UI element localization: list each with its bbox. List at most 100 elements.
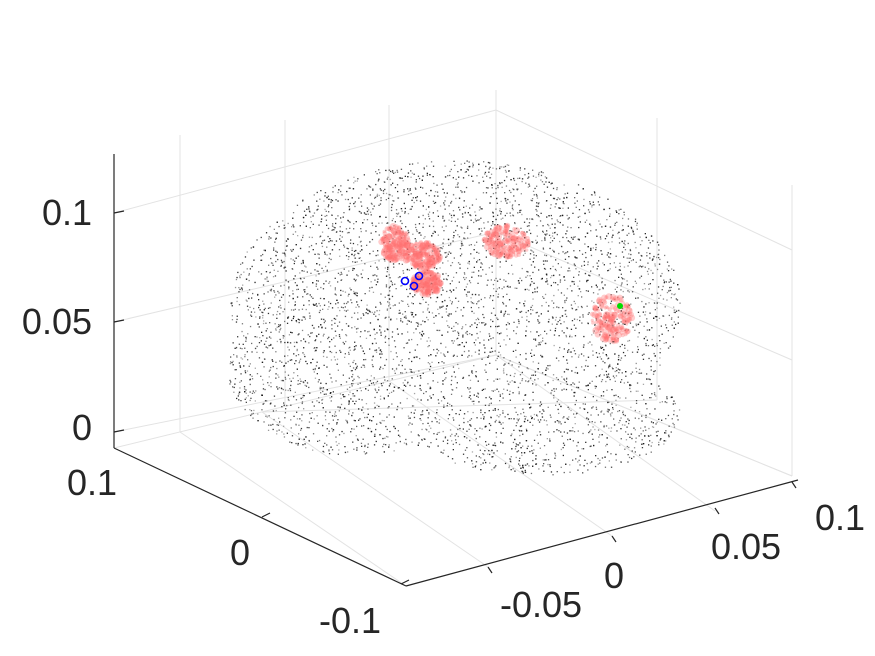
cloud-point	[469, 207, 471, 209]
cloud-point	[307, 293, 309, 295]
cloud-point	[499, 210, 501, 212]
cloud-point	[518, 463, 520, 465]
cloud-point	[352, 395, 354, 397]
cloud-point	[402, 389, 405, 392]
cloud-point	[409, 208, 411, 210]
cloud-point	[468, 354, 470, 357]
cloud-point	[391, 378, 393, 380]
cloud-point	[622, 410, 624, 412]
cloud-point	[389, 194, 391, 196]
cloud-point	[542, 172, 544, 174]
cloud-point	[463, 232, 466, 234]
cloud-point	[620, 208, 622, 210]
cloud-point	[529, 253, 532, 255]
cloud-point	[598, 352, 600, 355]
cloud-point	[476, 430, 478, 432]
cloud-point	[308, 427, 310, 429]
cloud-point	[341, 329, 343, 331]
cloud-point	[543, 463, 545, 465]
cloud-point	[625, 371, 627, 373]
cloud-point	[357, 375, 359, 378]
cloud-point	[265, 340, 267, 342]
cloud-point	[524, 418, 526, 420]
cloud-point	[484, 404, 487, 406]
cloud-point	[519, 211, 521, 213]
cloud-point	[459, 263, 461, 265]
cloud-point	[311, 412, 313, 414]
cloud-point	[256, 239, 258, 241]
cloud-point	[275, 329, 277, 331]
cloud-point	[336, 231, 338, 233]
cloud-point	[249, 363, 251, 365]
cloud-point	[406, 276, 408, 278]
cloud-point	[594, 387, 597, 389]
cloud-point	[628, 257, 630, 259]
cloud-point	[505, 232, 507, 234]
cloud-point	[600, 238, 602, 240]
cloud-point	[584, 236, 587, 238]
cloud-point	[424, 236, 426, 238]
cloud-point	[497, 408, 499, 411]
cloud-point	[440, 352, 442, 354]
cloud-point	[384, 341, 387, 343]
cloud-point	[643, 306, 645, 308]
cloud-point	[531, 355, 533, 357]
cloud-point	[590, 270, 592, 272]
cloud-point	[541, 372, 544, 374]
cloud-point	[331, 229, 333, 231]
cloud-point	[527, 381, 529, 383]
cloud-point	[490, 240, 492, 242]
cloud-point	[411, 172, 413, 174]
cloud-point	[283, 260, 285, 263]
cloud-point	[537, 205, 539, 208]
cloud-point	[599, 356, 601, 358]
cloud-point	[388, 305, 390, 307]
cloud-point	[458, 367, 460, 370]
cloud-point	[437, 248, 439, 250]
cloud-point	[598, 274, 600, 276]
cloud-point	[654, 315, 657, 318]
cloud-point	[351, 247, 353, 249]
cloud-point	[441, 226, 443, 228]
cloud-point	[489, 162, 491, 164]
cloud-point	[437, 272, 439, 274]
cloud-point	[316, 305, 318, 307]
cloud-point	[373, 444, 376, 446]
cloud-point	[307, 334, 309, 336]
cloud-point	[667, 347, 670, 349]
cloud-point	[654, 263, 656, 265]
cloud-point	[641, 415, 643, 417]
cloud-point	[600, 316, 602, 318]
cloud-point	[591, 194, 593, 196]
cloud-point	[555, 388, 557, 390]
cloud-point	[634, 220, 637, 223]
cloud-point	[400, 168, 403, 170]
cloud-point	[536, 434, 538, 436]
cloud-point	[480, 411, 482, 414]
cloud-point	[360, 273, 362, 275]
cloud-point	[519, 464, 521, 467]
cloud-point	[290, 384, 292, 387]
cloud-point	[649, 397, 651, 399]
cloud-point	[388, 344, 390, 346]
cloud-point	[374, 435, 376, 437]
cloud-point	[593, 191, 596, 193]
cloud-point	[399, 215, 401, 218]
cloud-point	[491, 350, 494, 353]
cloud-point	[496, 202, 498, 204]
cloud-point	[627, 381, 629, 383]
cloud-point	[386, 308, 389, 310]
cloud-point	[478, 259, 481, 261]
cloud-point	[411, 371, 413, 373]
cloud-point	[452, 193, 455, 196]
cloud-point	[306, 381, 309, 384]
cloud-point	[329, 341, 331, 343]
cloud-point	[431, 361, 433, 363]
cloud-point	[664, 306, 666, 308]
cloud-point	[620, 357, 623, 359]
cloud-point	[302, 259, 304, 262]
cloud-point	[428, 337, 430, 339]
cloud-point	[455, 297, 457, 299]
cloud-point	[394, 372, 396, 374]
cloud-point	[658, 385, 660, 387]
